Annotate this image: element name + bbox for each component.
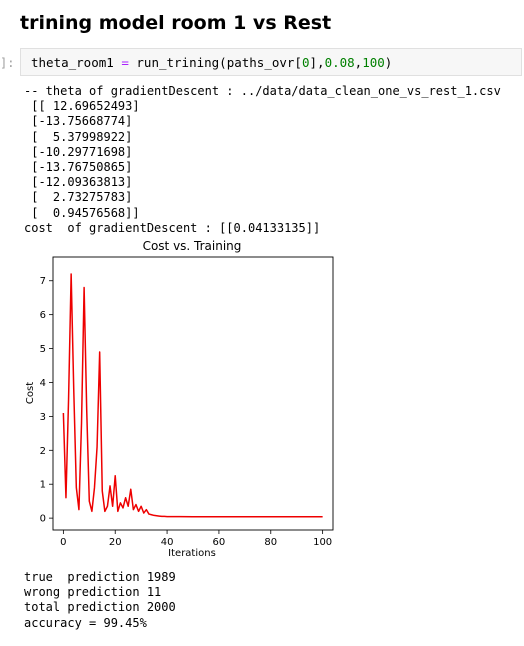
output-line: -- theta of gradientDescent : ../data/da…: [24, 84, 501, 98]
code-index: 0: [301, 55, 310, 70]
code-arg-iterations: 100: [362, 55, 385, 70]
section-heading: trining model room 1 vs Rest: [20, 12, 332, 34]
y-tick-label: 0: [40, 514, 46, 525]
cell-prompt: ]:: [0, 56, 15, 70]
x-tick-label: 0: [60, 537, 66, 548]
cost-series-line: [62, 273, 323, 518]
y-tick-label: 2: [40, 446, 46, 457]
x-axis-label: Iterations: [168, 548, 216, 559]
code-arg-alpha: 0.08: [324, 55, 355, 70]
output-line: [[ 12.69652493]: [24, 99, 140, 114]
code-comma: ,: [354, 55, 363, 70]
x-tick-label: 20: [109, 537, 122, 548]
output-line: [-13.76750865]: [24, 160, 133, 175]
code-variable: theta_room1: [31, 55, 114, 70]
output-line: [ 0.94576568]]: [24, 205, 140, 220]
output-line: [ 5.37998922]: [24, 129, 133, 144]
chart-plot-area: 0 20 40 60 80 100 0 1 2 3 4 5 6 7: [40, 256, 334, 548]
y-tick-label: 7: [40, 276, 46, 287]
output-line: [-10.29771698]: [24, 144, 133, 159]
x-tick-label: 80: [264, 537, 277, 548]
x-tick-label: 100: [313, 537, 332, 548]
result-line: total prediction 2000: [24, 600, 176, 615]
y-tick-label: 5: [40, 344, 46, 355]
x-tick-label: 40: [161, 537, 174, 548]
output-line: cost of gradientDescent : [[0.04133135]]: [24, 220, 321, 235]
plot-frame: [52, 256, 334, 531]
x-tick-label: 60: [213, 537, 226, 548]
prediction-results: true prediction 1989 wrong prediction 11…: [24, 570, 176, 631]
y-tick-label: 3: [40, 412, 46, 423]
output-line: [ 2.73275783]: [24, 190, 133, 205]
cost-chart: Cost vs. Training 0 20 40 60 80 100 0 1 2 3 4 5 6 7 I…: [25, 239, 334, 559]
chart-title: Cost vs. Training: [143, 239, 242, 253]
result-line: wrong prediction 11: [24, 585, 162, 600]
y-tick-label: 6: [40, 310, 46, 321]
output-line: [-13.75668774]: [24, 114, 133, 129]
output-line: [-12.09363813]: [24, 175, 133, 190]
code-cell-input[interactable]: theta_room1 = run_trining(paths_ovr[0],0…: [20, 48, 522, 76]
code-operator: =: [121, 55, 129, 70]
code-mid: ],: [309, 55, 325, 70]
code-line: theta_room1 = run_trining(paths_ovr[0],0…: [31, 55, 392, 70]
code-call: run_trining(paths_ovr[: [136, 55, 302, 70]
code-close: ): [384, 55, 393, 70]
y-tick-label: 4: [40, 378, 46, 389]
y-axis-label: Cost: [25, 382, 36, 404]
cell-output-text: -- theta of gradientDescent : ../data/da…: [24, 84, 501, 236]
y-tick-label: 1: [40, 480, 46, 491]
result-line: accuracy = 99.45%: [24, 615, 147, 630]
result-line: true prediction 1989: [24, 570, 176, 584]
